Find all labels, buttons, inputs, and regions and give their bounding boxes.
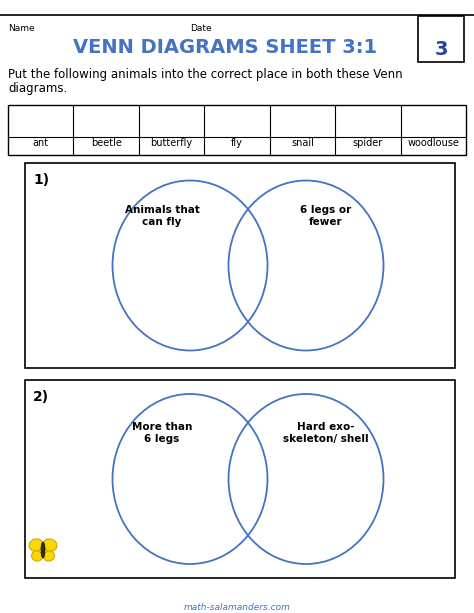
Bar	[25, 380, 455, 578]
Ellipse shape	[41, 542, 45, 558]
Text: Date: Date	[190, 24, 211, 33]
Text: Animals that
can fly: Animals that can fly	[125, 205, 200, 227]
Text: 1): 1)	[33, 173, 49, 187]
Text: diagrams.: diagrams.	[8, 82, 67, 95]
Ellipse shape	[29, 539, 43, 551]
Text: spider: spider	[353, 138, 383, 148]
Text: ant: ant	[33, 138, 49, 148]
Ellipse shape	[43, 539, 57, 551]
Text: More than
6 legs: More than 6 legs	[132, 422, 192, 444]
Text: Name: Name	[8, 24, 35, 33]
Text: VENN DIAGRAMS SHEET 3:1: VENN DIAGRAMS SHEET 3:1	[73, 38, 377, 57]
Ellipse shape	[44, 551, 55, 561]
Bar	[8, 105, 466, 155]
Text: Hard exo-
skeleton/ shell: Hard exo- skeleton/ shell	[283, 422, 369, 444]
FancyBboxPatch shape	[418, 16, 464, 62]
Text: Put the following animals into the correct place in both these Venn: Put the following animals into the corre…	[8, 68, 402, 81]
Ellipse shape	[32, 551, 43, 561]
Text: 6 legs or
fewer: 6 legs or fewer	[301, 205, 352, 227]
Bar	[25, 163, 455, 368]
Text: 3: 3	[434, 40, 448, 59]
Text: snail: snail	[291, 138, 314, 148]
Text: butterfly: butterfly	[151, 138, 192, 148]
Text: woodlouse: woodlouse	[407, 138, 459, 148]
Text: 2): 2)	[33, 390, 49, 404]
Text: math-salamanders.com: math-salamanders.com	[183, 603, 291, 612]
Text: fly: fly	[231, 138, 243, 148]
Text: beetle: beetle	[91, 138, 121, 148]
